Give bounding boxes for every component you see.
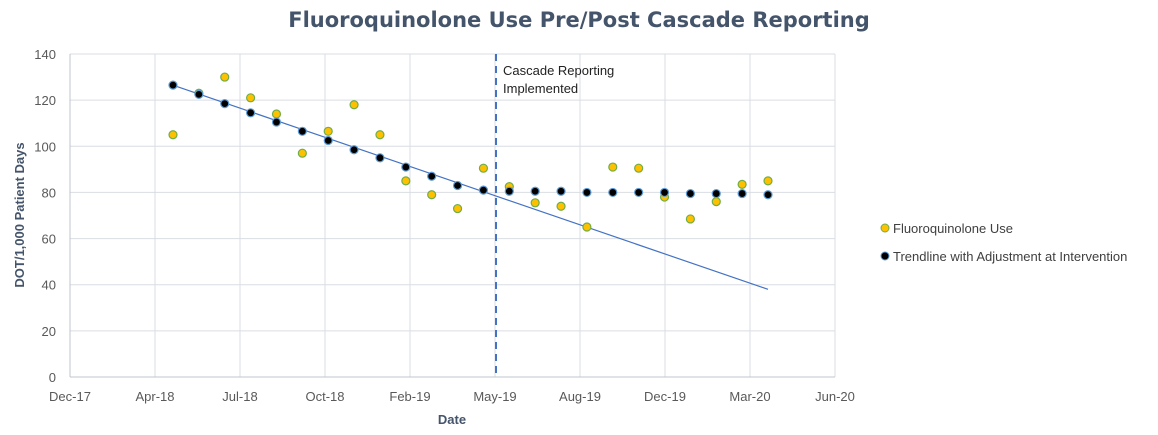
series-trendline-adjusted xyxy=(168,80,773,200)
x-tick-label: Mar-20 xyxy=(729,389,770,404)
fluoroquinolone-use-point xyxy=(401,176,411,186)
trendline-adjusted-point xyxy=(530,186,540,196)
trendline-adjusted-point xyxy=(608,187,618,198)
intervention-label-line2: Implemented xyxy=(503,81,578,96)
legend-label-fluoroquinolone-use: Fluoroquinolone Use xyxy=(893,221,1013,236)
trendline-adjusted-point xyxy=(659,187,670,198)
x-axis-title: Date xyxy=(438,412,466,427)
gridlines xyxy=(69,53,836,378)
x-tick-label: Jun-20 xyxy=(815,389,855,404)
y-axis-title: DOT/1,000 Patient Days xyxy=(12,142,27,287)
intervention-label-line1: Cascade Reporting xyxy=(503,63,614,78)
y-tick-label: 100 xyxy=(34,139,56,154)
trendline-adjusted-point xyxy=(504,186,514,196)
fluoroquinolone-use-point xyxy=(608,162,618,172)
fluoroquinolone-use-point xyxy=(530,198,540,208)
trendline-adjusted-point xyxy=(349,145,359,155)
y-tick-label: 40 xyxy=(42,278,56,293)
fluoroquinolone-use-point xyxy=(763,176,773,186)
trendline-adjusted-point xyxy=(711,188,721,199)
trendline-adjusted-point xyxy=(297,126,307,136)
legend: Fluoroquinolone Use Trendline with Adjus… xyxy=(880,221,1127,264)
fluoroquinolone-use-point xyxy=(297,148,307,158)
fluoroquinolone-use-point xyxy=(246,93,256,103)
x-tick-label: May-19 xyxy=(473,389,516,404)
trendline-adjusted-point xyxy=(763,190,773,200)
y-tick-label: 20 xyxy=(42,324,56,339)
fluoroquinolone-use-point xyxy=(323,126,333,136)
x-tick-labels: Dec-17 Apr-18 Jul-18 Oct-18 Feb-19 May-19 Aug-… xyxy=(49,389,855,404)
fluoroquinolone-use-point xyxy=(634,163,644,173)
x-tick-label: Dec-19 xyxy=(644,389,686,404)
trendline-adjusted-point xyxy=(634,187,644,198)
fluoroquinolone-use-point xyxy=(427,190,437,200)
fluoroquinolone-use-point xyxy=(375,130,385,140)
legend-marker-trendline-adjusted xyxy=(880,251,890,261)
legend-label-trendline-adjusted: Trendline with Adjustment at Interventio… xyxy=(893,249,1127,264)
trendline-adjusted-point xyxy=(452,180,463,191)
trendline-adjusted-point xyxy=(323,135,333,146)
trendline-adjusted-point xyxy=(194,89,204,99)
x-tick-label: Aug-19 xyxy=(559,389,601,404)
series-fluoroquinolone-use xyxy=(168,72,773,232)
trendline-adjusted-point xyxy=(685,188,695,199)
intervention-marker: Cascade Reporting Implemented xyxy=(495,54,614,377)
fluoroquinolone-use-point xyxy=(685,214,695,224)
fluoroquinolone-use-point xyxy=(478,163,489,173)
x-tick-label: Apr-18 xyxy=(135,389,174,404)
fluoroquinolone-use-point xyxy=(737,179,747,189)
y-tick-label: 80 xyxy=(42,185,56,200)
trendline-adjusted-point xyxy=(478,185,489,195)
chart-title: Fluoroquinolone Use Pre/Post Cascade Rep… xyxy=(288,8,870,32)
y-tick-label: 0 xyxy=(49,370,56,385)
trendline-adjusted-point xyxy=(556,186,566,196)
trendline-adjusted-point xyxy=(168,80,178,90)
y-tick-label: 120 xyxy=(34,93,56,108)
x-tick-label: Oct-18 xyxy=(305,389,344,404)
trendline-adjusted-point xyxy=(401,162,411,172)
fluoroquinolone-use-point xyxy=(220,72,230,82)
fluoroquinolone-use-point xyxy=(349,100,359,110)
y-tick-label: 140 xyxy=(34,47,56,62)
x-tick-label: Feb-19 xyxy=(389,389,430,404)
legend-marker-fluoroquinolone-use xyxy=(880,223,890,233)
fluoroquinolone-use-point xyxy=(452,203,463,214)
trendline-adjusted-point xyxy=(427,171,437,181)
fluoroquinolone-use-point xyxy=(168,130,178,140)
trendline-adjusted-point xyxy=(271,117,282,127)
x-tick-label: Dec-17 xyxy=(49,389,91,404)
linear-trendline xyxy=(172,84,769,290)
x-tick-label: Jul-18 xyxy=(222,389,257,404)
trendline-adjusted-point xyxy=(737,188,747,199)
trendline-adjusted-point xyxy=(220,99,230,109)
fluoroquinolone-use-point xyxy=(271,109,282,119)
linear-trend-line xyxy=(172,84,769,290)
trendline-adjusted-point xyxy=(246,108,256,118)
y-tick-labels: 0 20 40 60 80 100 120 140 xyxy=(34,47,56,385)
fluoroquinolone-use-point xyxy=(711,197,721,207)
trendline-adjusted-point xyxy=(375,153,385,163)
y-tick-label: 60 xyxy=(42,232,56,247)
trendline-adjusted-point xyxy=(582,187,592,198)
fluoroquinolone-use-point xyxy=(582,222,592,232)
fluoroquinolone-use-point xyxy=(556,201,566,211)
